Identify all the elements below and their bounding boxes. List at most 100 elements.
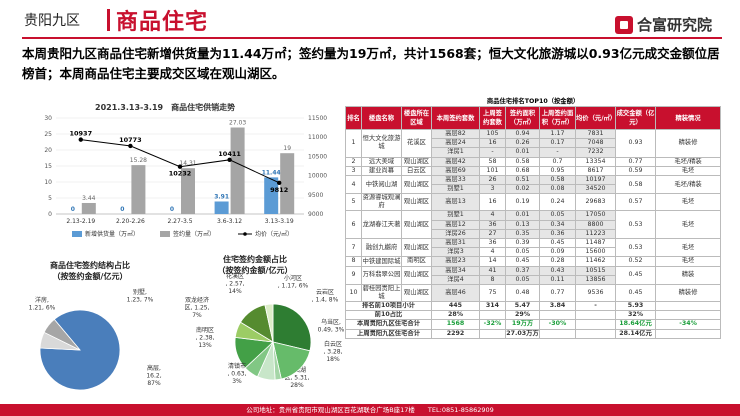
table-row: 洋房4 8 0.05 0.11 13856 <box>346 274 721 286</box>
table-header-cell: 成交金额（亿元） <box>615 106 656 130</box>
table-cell: 19万方 <box>505 319 540 330</box>
table-cell: 别墅1 <box>431 210 480 221</box>
y-right-tick: 9000 <box>308 211 323 218</box>
table-cell: 314 <box>479 301 506 312</box>
table-row: 2 远大美域 观山湖区 高层42 58 0.58 0.7 13354 0.77 毛坯/精装 <box>345 156 722 167</box>
supply-sales-chart: 0 5 10 15 20 25 30 9000 9500 10000 10500 11000 11500… <box>44 115 327 238</box>
table-cell: 8617 <box>575 165 616 177</box>
summary-text: 本周贵阳九区商品住宅新增供货量为11.44万㎡；签约量为19万㎡，共计1568套… <box>22 46 720 81</box>
table-cell: 观山湖区 <box>401 265 432 286</box>
table-cell: 26 <box>479 175 506 186</box>
table-cell: 0.24 <box>539 193 576 212</box>
y-left-tick: 5 <box>48 195 52 202</box>
x-tick-label: 2.13-2.19 <box>66 218 95 225</box>
table-cell: 41 <box>479 265 506 276</box>
table-row: 9 万科翡翠公园 观山湖区 高层34 41 0.37 0.43 10515 0.45 精装 <box>345 265 722 286</box>
table-cell: 0.26 <box>505 138 540 149</box>
table-cell: 毛坯 <box>654 256 722 267</box>
table-cell: - <box>539 147 576 158</box>
legend-supply-swatch <box>72 231 82 237</box>
sign-bar-label: 3.44 <box>82 195 96 202</box>
table-cell: 16 <box>479 138 506 149</box>
table-cell: 龙湖春江天著 <box>361 210 402 240</box>
pie-slice-label: 双龙经济区, 1.25, 7% <box>185 296 210 319</box>
table-cell: 毛坯 <box>654 210 722 240</box>
supply-bar-label: 0 <box>71 206 75 213</box>
table-cell: 29% <box>505 310 540 321</box>
table-cell: 0.59 <box>615 165 656 177</box>
table-cell <box>654 301 722 312</box>
table-header-cell: 均价（元/㎡） <box>575 106 616 130</box>
table-cell: 中铁建国际城 <box>361 256 402 267</box>
legend-supply-label: 新增供货量（万㎡） <box>85 230 139 238</box>
table-cell: 8 <box>345 256 362 267</box>
supply-bar-label: 0 <box>170 206 174 213</box>
table-cell: 0.48 <box>505 284 540 303</box>
table-cell: 4 <box>479 210 506 221</box>
table-cell: 16 <box>479 193 506 212</box>
table-cell: 9536 <box>575 284 616 303</box>
table-cell: 0.45 <box>505 256 540 267</box>
header: 贵阳九区 商品住宅 合富研究院 <box>0 0 740 40</box>
table-cell: 4 <box>345 175 362 195</box>
table-cell: 0.95 <box>539 165 576 177</box>
table-cell: 毛坯 <box>654 238 722 258</box>
table-cell: 0.05 <box>539 210 576 221</box>
table-cell: 14 <box>479 256 506 267</box>
table-row: 7 融创九樾府 观山湖区 高层31 36 0.39 0.45 11487 0.53 毛坯 <box>345 238 722 258</box>
price-point <box>128 143 133 149</box>
table-cell: 0.45 <box>615 284 656 303</box>
table-cell: 0.53 <box>615 238 656 258</box>
price-label: 9812 <box>270 186 288 194</box>
table-cell: 8800 <box>575 219 616 230</box>
sign-bar <box>81 202 96 214</box>
table-cell <box>479 310 506 321</box>
table-cell: 0.01 <box>505 210 540 221</box>
table-cell: 观山湖区 <box>401 284 432 303</box>
sign-bar-label: 15.28 <box>130 157 147 164</box>
y-right-tick: 10500 <box>308 153 327 160</box>
table-row: 洋房26 27 0.35 0.36 11223 <box>346 228 721 240</box>
pie-slice <box>39 309 121 391</box>
table-cell <box>654 310 722 321</box>
table-row: 5 资源睿城观澜府 观山湖区 高层13 16 0.19 0.24 29683 0.57 毛坯 <box>345 193 722 212</box>
table-cell: 观山湖区 <box>401 193 432 212</box>
table-cell: 75 <box>479 284 506 303</box>
table-cell: 上周贵阳九区住宅合计 <box>345 328 432 339</box>
table-row: 4 中铁阅山湖 观山湖区 高层33 26 0.51 0.58 10197 0.58 毛坯/精装 <box>345 175 722 195</box>
table-cell: 本周贵阳九区住宅合计 <box>345 319 432 330</box>
brand-logo-icon <box>615 15 633 34</box>
table-cell: 0.39 <box>505 238 540 249</box>
table-cell: 高层69 <box>431 165 480 177</box>
table-row: 3 建业尚幕 白云区 高层69 101 0.68 0.95 8617 0.59 毛坯 <box>345 165 722 177</box>
table-cell: 0.05 <box>505 247 540 258</box>
table-row: 前10占比 28% 29% 32% <box>345 310 722 321</box>
region-label: 贵阳九区 <box>24 13 80 29</box>
table-cell: 4 <box>479 247 506 258</box>
table-cell: 101 <box>479 165 506 177</box>
y-left-tick: 30 <box>44 115 52 122</box>
table-cell: 445 <box>431 301 480 312</box>
supply-bar-label: 0 <box>120 206 124 213</box>
table-cell: 3 <box>479 184 506 195</box>
table-cell: 0.68 <box>505 165 540 177</box>
table-row: 高层12 36 0.13 0.34 8800 <box>346 219 721 230</box>
table-cell: 58 <box>479 156 506 167</box>
table-cell: 0.05 <box>505 274 540 286</box>
pie-slice-label: 小河区, 1.17, 6% <box>278 274 309 290</box>
table-cell: 0.58 <box>615 175 656 195</box>
table-cell: 0.17 <box>539 138 576 149</box>
table-header-cell: 本周签约套数 <box>431 106 480 130</box>
y-left-tick: 15 <box>44 163 52 170</box>
table-cell: 精装修 <box>654 129 722 158</box>
table-cell: 高层13 <box>431 193 480 212</box>
price-point <box>227 157 232 163</box>
table-cell: 0.08 <box>539 184 576 195</box>
table-cell: 7048 <box>575 138 616 149</box>
table-cell <box>575 319 616 330</box>
table-cell: 洋房3 <box>431 247 480 258</box>
table-row: 10 碧桂园贵阳上城 观山湖区 高层46 75 0.48 0.77 9536 0.45 精装修 <box>345 284 722 303</box>
y-right-tick: 10000 <box>308 173 327 180</box>
sign-bar-label: 19 <box>283 145 291 152</box>
table-cell: 6 <box>345 210 362 240</box>
